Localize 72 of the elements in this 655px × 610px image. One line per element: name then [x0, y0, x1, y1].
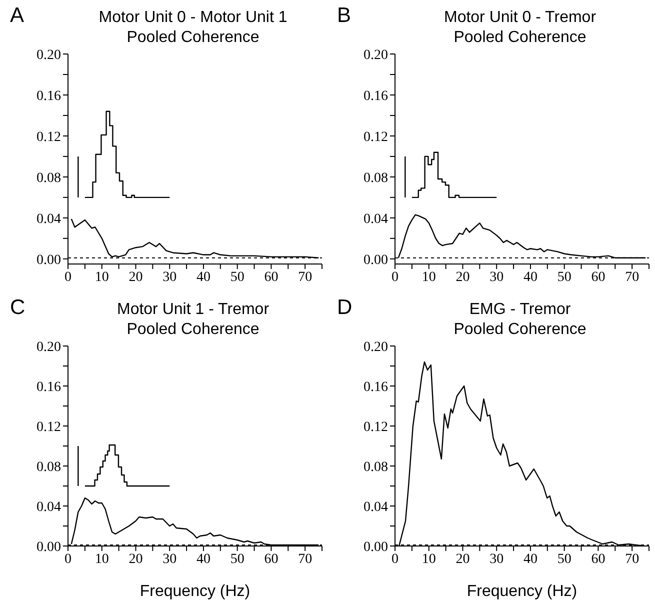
y-tick-label: 0.08	[36, 170, 61, 186]
y-tick-label: 0.16	[364, 88, 388, 104]
y-tick-label: 0.04	[364, 212, 388, 227]
y-tick-label: 0.04	[364, 500, 388, 515]
y-tick-label: 0.12	[36, 130, 61, 145]
y-tick-label: 0.00	[364, 540, 388, 555]
chart-subtitle: Pooled Coherence	[452, 28, 588, 48]
y-tick-label: 0.20	[36, 340, 61, 355]
x-tick-label: 20	[456, 552, 470, 567]
chart-title: Motor Unit 0 - Motor Unit 1	[98, 8, 288, 28]
chart-title: Motor Unit 1 - Tremor	[116, 300, 270, 320]
x-tick-label: 70	[625, 552, 640, 567]
y-tick-label: 0.04	[36, 500, 61, 515]
line-series	[398, 214, 646, 258]
chart-title: Motor Unit 0 - Tremor	[442, 8, 598, 28]
x-tick-label: 0	[64, 270, 72, 285]
x-tick-label: 20	[456, 270, 470, 285]
y-tick-label: 0.08	[36, 460, 61, 475]
y-tick-label: 0.16	[364, 380, 388, 395]
x-tick-label: 30	[490, 552, 504, 567]
y-tick-label: 0.04	[36, 212, 61, 227]
y-tick-label: 0.12	[364, 130, 388, 145]
x-tick-label: 10	[422, 270, 436, 285]
y-tick-label: 0.20	[364, 48, 388, 63]
x-tick-label: 50	[230, 552, 244, 567]
y-tick-label: 0.16	[36, 380, 61, 395]
x-tick-label: 0	[64, 552, 72, 567]
x-tick-label: 20	[128, 552, 143, 567]
chart-subtitle: Pooled Coherence	[126, 28, 260, 48]
x-tick-label: 70	[298, 270, 312, 285]
x-tick-label: 60	[264, 270, 278, 285]
x-tick-label: 10	[94, 552, 109, 567]
x-tick-label: 60	[264, 552, 278, 567]
x-tick-label: 30	[490, 270, 504, 285]
x-tick-label: 30	[162, 552, 177, 567]
y-tick-label: 0.16	[36, 88, 61, 104]
x-tick-label: 60	[591, 270, 606, 285]
x-tick-label: 50	[230, 270, 244, 285]
y-tick-label: 0.00	[364, 252, 388, 268]
y-tick-label: 0.08	[364, 460, 388, 475]
x-tick-label: 30	[162, 270, 177, 285]
x-tick-label: 70	[298, 552, 312, 567]
y-tick-label: 0.00	[36, 252, 61, 268]
x-axis-title: Frequency (Hz)	[466, 583, 578, 600]
x-tick-label: 40	[523, 270, 538, 285]
x-tick-label: 50	[557, 552, 572, 567]
x-tick-label: 60	[591, 552, 606, 567]
x-tick-label: 40	[523, 552, 538, 567]
text: C	[10, 296, 26, 320]
chart-subtitle: Pooled Coherence	[452, 320, 588, 340]
x-tick-label: 0	[392, 552, 398, 567]
x-tick-label: 20	[128, 270, 143, 285]
y-tick-label: 0.12	[36, 420, 61, 435]
x-tick-label: 0	[392, 270, 398, 285]
y-tick-label: 0.08	[364, 170, 388, 186]
x-tick-label: 40	[196, 270, 210, 285]
chart-subtitle: Pooled Coherence	[126, 320, 260, 340]
y-tick-label: 0.12	[364, 420, 388, 435]
x-tick-label: 50	[557, 270, 572, 285]
text: B	[337, 4, 352, 28]
x-tick-label: 10	[94, 270, 109, 285]
x-tick-label: 40	[196, 552, 210, 567]
x-tick-label: 70	[625, 270, 640, 285]
text: D	[337, 296, 352, 320]
y-tick-label: 0.00	[36, 540, 61, 555]
x-axis-title: Frequency (Hz)	[140, 583, 250, 600]
line-series	[70, 218, 320, 258]
x-tick-label: 10	[422, 552, 436, 567]
text: A	[10, 4, 24, 28]
chart-title: EMG - Tremor	[468, 300, 572, 320]
y-tick-label: 0.20	[364, 340, 388, 355]
y-tick-label: 0.20	[36, 48, 61, 63]
